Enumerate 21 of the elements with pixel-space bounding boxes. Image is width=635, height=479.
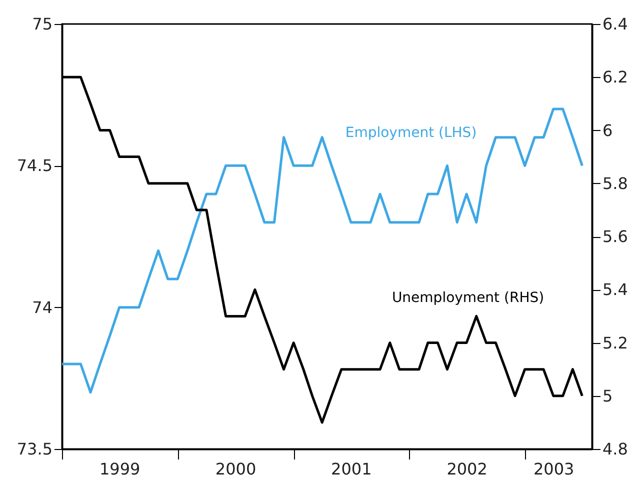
- y2-tick-label: 6: [602, 120, 613, 140]
- y-tick-label: 74.5: [16, 156, 52, 176]
- y-tick-label: 75: [32, 14, 52, 34]
- y2-tick-label: 5.2: [602, 333, 628, 352]
- y2-tick-label: 6.4: [602, 14, 628, 34]
- y-tick-label: 74: [32, 298, 52, 317]
- line-series: [60, 108, 584, 394]
- series-label: Employment (LHS): [345, 125, 477, 141]
- x-tick-label: 2001: [331, 460, 372, 478]
- y2-tick-label: 5: [602, 386, 613, 406]
- y2-tick-label: 4.8: [602, 440, 628, 458]
- x-tick-label: 1999: [99, 460, 140, 478]
- x-tick-label: 2002: [446, 460, 488, 478]
- y-tick-label: 73.5: [16, 440, 52, 458]
- x-tick-label: 2003: [533, 460, 574, 478]
- series-label: Unemployment (RHS): [392, 290, 544, 306]
- x-tick-label: 2000: [215, 460, 256, 478]
- y2-tick-label: 5.6: [602, 227, 628, 246]
- y2-tick-label: 5.4: [602, 280, 628, 300]
- y2-tick-label: 6.2: [602, 68, 628, 87]
- y2-tick-label: 5.8: [602, 174, 628, 193]
